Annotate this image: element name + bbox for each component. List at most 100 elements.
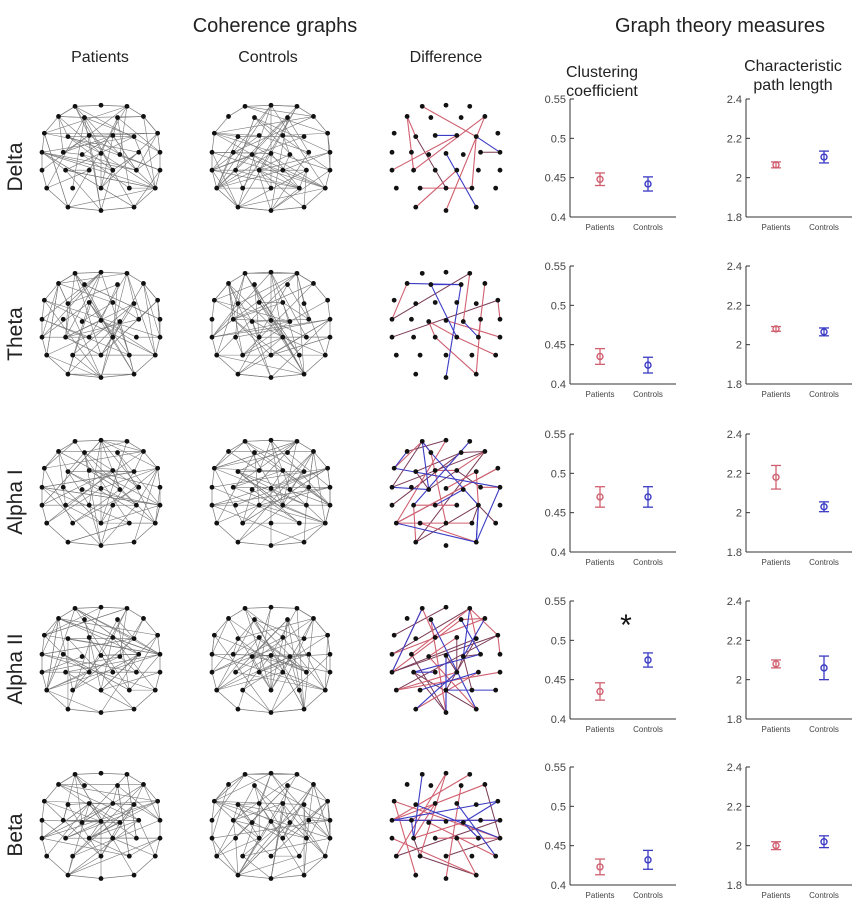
graph-node bbox=[131, 636, 137, 641]
difference-edge bbox=[477, 283, 486, 338]
graph-node bbox=[327, 167, 333, 173]
graph-node bbox=[256, 835, 262, 841]
graph-edge bbox=[100, 467, 158, 489]
graph-node bbox=[115, 617, 120, 622]
graph-node bbox=[44, 687, 50, 693]
graph-node bbox=[226, 281, 231, 286]
graph-edge bbox=[270, 773, 326, 857]
graph-edge bbox=[126, 774, 144, 785]
graph-edge bbox=[89, 132, 158, 136]
graph-edge bbox=[287, 441, 298, 453]
graph-edge bbox=[216, 637, 260, 691]
graph-edge bbox=[214, 299, 283, 338]
graph-edge bbox=[41, 486, 161, 506]
graph-node bbox=[233, 167, 239, 173]
graph-node bbox=[249, 319, 255, 324]
graph-edge bbox=[324, 505, 331, 524]
graph-node bbox=[56, 616, 61, 621]
graph-edge bbox=[117, 452, 156, 524]
path-length-panel: 1.8 2 2.2 2.4 Patients Controls bbox=[727, 94, 852, 232]
graph-edge bbox=[100, 133, 158, 189]
graph-node bbox=[296, 352, 302, 358]
graph-edge bbox=[67, 803, 90, 805]
x-tick-label: Patients bbox=[586, 223, 615, 232]
graph-edge bbox=[235, 619, 288, 673]
graph-node bbox=[391, 130, 397, 136]
graph-node bbox=[115, 282, 120, 287]
difference-edge bbox=[421, 105, 477, 138]
graph-node bbox=[469, 687, 475, 693]
graph-edge bbox=[82, 154, 137, 171]
graph-node bbox=[226, 114, 231, 119]
difference-edge bbox=[393, 606, 447, 636]
graph-edge bbox=[100, 284, 118, 321]
graph-edge bbox=[100, 441, 128, 524]
graph-edge bbox=[41, 170, 48, 189]
graph-node bbox=[443, 102, 449, 108]
graph-edge bbox=[270, 467, 328, 489]
graph-edge bbox=[67, 284, 118, 304]
graph-edge bbox=[44, 441, 76, 469]
graph-edge bbox=[313, 451, 328, 469]
graph-node bbox=[98, 208, 104, 213]
graph-edge bbox=[133, 451, 144, 472]
graph-node bbox=[482, 616, 488, 621]
graph-node bbox=[432, 801, 438, 806]
graph-node bbox=[404, 782, 410, 787]
graph-node bbox=[214, 687, 220, 693]
graph-edge bbox=[119, 489, 137, 506]
difference-edge bbox=[413, 774, 423, 839]
graph-edge bbox=[44, 451, 59, 469]
graph-node bbox=[426, 319, 432, 324]
graph-node bbox=[325, 465, 331, 471]
graph-node bbox=[301, 539, 307, 545]
difference-edge bbox=[469, 608, 477, 639]
graph-edge bbox=[72, 354, 102, 378]
graph-edge bbox=[211, 170, 239, 208]
graph-node bbox=[226, 616, 231, 621]
graph-edge bbox=[88, 619, 118, 673]
graph-node bbox=[268, 102, 274, 108]
graph-edge bbox=[251, 321, 260, 338]
graph-edge bbox=[303, 689, 326, 710]
graph-node bbox=[155, 632, 161, 638]
graph-node bbox=[157, 502, 163, 508]
graph-node bbox=[391, 297, 397, 303]
graph-edge bbox=[100, 104, 127, 107]
graph-node bbox=[409, 149, 414, 155]
graph-edge bbox=[84, 441, 128, 453]
graph-node bbox=[44, 520, 50, 526]
graph-node bbox=[235, 636, 241, 641]
graph-node bbox=[126, 520, 132, 526]
graph-edge bbox=[46, 689, 102, 713]
graph-node bbox=[98, 352, 104, 358]
graph-edge bbox=[270, 169, 331, 211]
graph-edge bbox=[58, 116, 64, 153]
graph-edge bbox=[237, 336, 283, 375]
graph-edge bbox=[41, 653, 137, 673]
x-tick-label: Patients bbox=[762, 558, 791, 567]
controls-graph bbox=[209, 770, 333, 881]
graph-edge bbox=[282, 302, 305, 375]
controls-graph bbox=[209, 102, 333, 213]
y-tick-label: 0.55 bbox=[545, 94, 566, 106]
graph-node bbox=[296, 185, 302, 191]
graph-node bbox=[211, 130, 217, 136]
difference-edge bbox=[428, 321, 458, 338]
graph-edge bbox=[44, 608, 128, 636]
graph-node bbox=[497, 484, 503, 490]
difference-edge bbox=[462, 822, 479, 839]
graph-edge bbox=[46, 470, 113, 524]
graph-edge bbox=[126, 273, 156, 356]
graph-node bbox=[152, 853, 158, 859]
graph-node bbox=[209, 817, 215, 823]
graph-edge bbox=[67, 874, 102, 879]
graph-edge bbox=[237, 618, 314, 639]
graph-edge bbox=[211, 300, 215, 320]
graph-node bbox=[39, 835, 45, 841]
graph-edge bbox=[251, 154, 272, 211]
graph-edge bbox=[41, 838, 48, 857]
graph-edge bbox=[287, 117, 310, 153]
graph-edge bbox=[46, 169, 90, 189]
graph-edge bbox=[244, 608, 272, 691]
